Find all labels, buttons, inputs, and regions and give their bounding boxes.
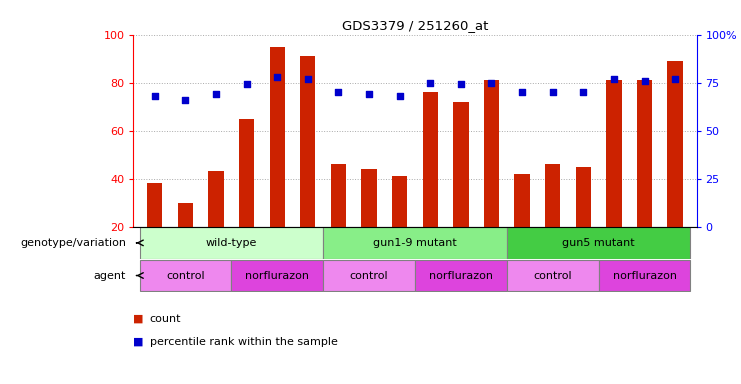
- Bar: [422, 92, 438, 227]
- Text: percentile rank within the sample: percentile rank within the sample: [150, 337, 338, 347]
- Text: norflurazon: norflurazon: [245, 270, 309, 281]
- Bar: [270, 46, 285, 227]
- Text: control: control: [350, 270, 388, 281]
- Point: [363, 91, 375, 97]
- Point: [425, 79, 436, 86]
- Bar: [507, 227, 691, 258]
- Text: control: control: [534, 270, 572, 281]
- Bar: [239, 119, 254, 227]
- Bar: [484, 80, 499, 227]
- Point: [485, 79, 497, 86]
- Point: [608, 76, 619, 82]
- Bar: [330, 164, 346, 227]
- Bar: [599, 260, 691, 291]
- Bar: [453, 102, 468, 227]
- Point: [271, 74, 283, 80]
- Bar: [362, 169, 376, 227]
- Text: control: control: [166, 270, 205, 281]
- Bar: [323, 227, 507, 258]
- Point: [179, 97, 191, 103]
- Point: [393, 93, 405, 99]
- Point: [669, 76, 681, 82]
- Point: [149, 93, 161, 99]
- Bar: [415, 260, 507, 291]
- Bar: [507, 260, 599, 291]
- Point: [516, 89, 528, 95]
- Bar: [576, 167, 591, 227]
- Bar: [545, 164, 560, 227]
- Bar: [668, 61, 682, 227]
- Bar: [637, 80, 652, 227]
- Text: wild-type: wild-type: [206, 238, 257, 248]
- Point: [241, 81, 253, 88]
- Point: [333, 89, 345, 95]
- Point: [577, 89, 589, 95]
- Bar: [147, 184, 162, 227]
- Text: gun1-9 mutant: gun1-9 mutant: [373, 238, 457, 248]
- Text: count: count: [150, 314, 182, 324]
- Bar: [514, 174, 530, 227]
- Bar: [392, 176, 408, 227]
- Text: ■: ■: [133, 337, 144, 347]
- Point: [455, 81, 467, 88]
- Point: [639, 78, 651, 84]
- Bar: [606, 80, 622, 227]
- Bar: [300, 56, 316, 227]
- Bar: [208, 171, 224, 227]
- Point: [210, 91, 222, 97]
- Title: GDS3379 / 251260_at: GDS3379 / 251260_at: [342, 19, 488, 32]
- Bar: [178, 203, 193, 227]
- Text: gun5 mutant: gun5 mutant: [562, 238, 635, 248]
- Text: genotype/variation: genotype/variation: [20, 238, 126, 248]
- Point: [547, 89, 559, 95]
- Text: norflurazon: norflurazon: [429, 270, 493, 281]
- Bar: [139, 227, 323, 258]
- Text: agent: agent: [93, 270, 126, 281]
- Bar: [139, 260, 231, 291]
- Text: norflurazon: norflurazon: [613, 270, 677, 281]
- Bar: [323, 260, 415, 291]
- Bar: [231, 260, 323, 291]
- Point: [302, 76, 313, 82]
- Text: ■: ■: [133, 314, 144, 324]
